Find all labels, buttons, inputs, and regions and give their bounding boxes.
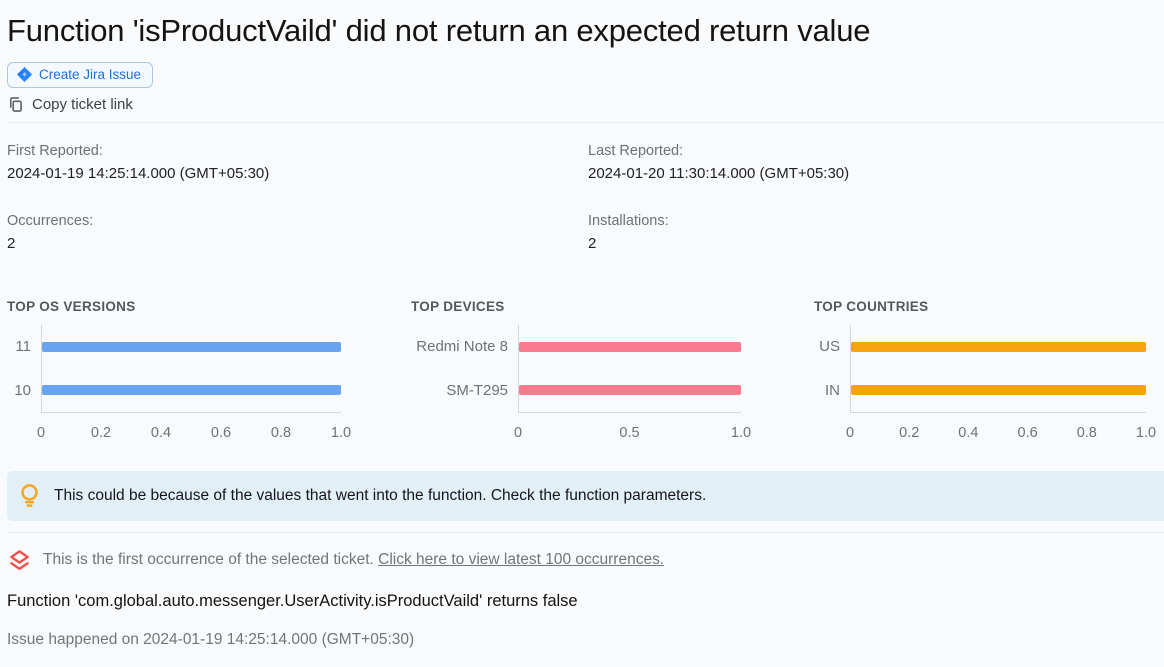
chart-xticks: 0 0.2 0.4 0.6 0.8 1.0 [37, 424, 351, 443]
chart-bar [42, 341, 341, 352]
occurrences-cell: Occurrences: 2 [7, 211, 588, 254]
chart-bar [42, 385, 341, 396]
chart-labels: 11 10 [7, 325, 41, 443]
charts-row: TOP OS VERSIONS 11 10 0 0.2 0.4 0.6 0.8 1.0 TO… [7, 298, 1164, 443]
chart-xticks: 0 0.5 1.0 [514, 424, 751, 443]
x-tick-label: 0.4 [958, 424, 979, 441]
x-tick-label: 0 [513, 424, 523, 441]
occurrence-text: This is the first occurrence of the sele… [43, 551, 664, 569]
copy-ticket-link-label: Copy ticket link [32, 95, 133, 113]
view-occurrences-link[interactable]: Click here to view latest 100 occurrence… [378, 551, 665, 569]
installations-label: Installations: [588, 212, 669, 229]
chart-bar [851, 385, 1146, 396]
x-tick-label: 0 [36, 424, 46, 441]
jira-icon [17, 66, 32, 82]
occurrence-row: This is the first occurrence of the sele… [7, 548, 1164, 573]
chart-title: TOP DEVICES [411, 298, 505, 314]
x-tick-label: 0.2 [899, 424, 920, 441]
x-tick-label: 0.6 [210, 424, 232, 441]
page-title: Function 'isProductVaild' did not return… [7, 13, 871, 48]
chart-labels: US IN [814, 325, 850, 443]
x-tick-label: 1.0 [730, 424, 752, 441]
last-reported-cell: Last Reported: 2024-01-20 11:30:14.000 (… [588, 141, 1164, 184]
issue-happened-timestamp: Issue happened on 2024-01-19 14:25:14.00… [7, 630, 415, 648]
chart-title: TOP COUNTRIES [814, 298, 929, 314]
create-jira-issue-label: Create Jira Issue [39, 66, 142, 82]
chart-title: TOP OS VERSIONS [7, 298, 136, 314]
occurrence-text-static: This is the first occurrence of the sele… [43, 551, 379, 569]
layers-diamond-icon [7, 548, 32, 573]
x-tick-label: 0.8 [1076, 424, 1097, 441]
first-reported-cell: First Reported: 2024-01-19 14:25:14.000 … [7, 141, 588, 184]
chart-category-label: US [819, 338, 840, 356]
last-reported-label: Last Reported: [588, 142, 684, 159]
chart-plot [850, 324, 1146, 413]
section-divider [7, 121, 1164, 123]
chart-bar [519, 385, 741, 396]
chart-category-label: SM-T295 [446, 382, 508, 400]
x-tick-label: 1.0 [1135, 424, 1157, 441]
last-reported-value: 2024-01-20 11:30:14.000 (GMT+05:30) [588, 164, 850, 182]
function-return-message: Function 'com.global.auto.messenger.User… [7, 591, 578, 610]
copy-ticket-link-button[interactable]: Copy ticket link [7, 96, 133, 122]
first-reported-label: First Reported: [7, 142, 103, 159]
chart-plot [41, 324, 341, 413]
x-tick-label: 0.2 [90, 424, 112, 441]
section-divider [7, 531, 1164, 533]
chart-labels: Redmi Note 8 SM-T295 [411, 325, 518, 443]
chart-top-os-versions: TOP OS VERSIONS 11 10 0 0.2 0.4 0.6 0.8 1.0 [7, 298, 351, 443]
ticket-detail-page: Function 'isProductVaild' did not return… [7, 13, 1164, 648]
x-tick-label: 1.0 [330, 424, 352, 441]
x-tick-label: 0.6 [1017, 424, 1038, 441]
chart-category-label: 10 [14, 382, 31, 400]
x-tick-label: 0.4 [150, 424, 172, 441]
chart-plot [518, 324, 741, 413]
first-reported-value: 2024-01-19 14:25:14.000 (GMT+05:30) [7, 164, 270, 182]
create-jira-issue-button[interactable]: Create Jira Issue [7, 61, 154, 88]
copy-icon [7, 96, 24, 113]
installations-value: 2 [588, 234, 597, 252]
occurrences-label: Occurrences: [7, 212, 94, 229]
x-tick-label: 0.8 [270, 424, 292, 441]
chart-xticks: 0 0.2 0.4 0.6 0.8 1.0 [846, 424, 1156, 443]
tip-text: This could be because of the values that… [54, 486, 707, 504]
chart-top-devices: TOP DEVICES Redmi Note 8 SM-T295 0 0.5 1.0 [411, 298, 751, 443]
chart-top-countries: TOP COUNTRIES US IN 0 0.2 0.4 0.6 0.8 1.0 [814, 298, 1156, 443]
lightbulb-icon [17, 482, 42, 509]
x-tick-label: 0 [845, 424, 855, 441]
chart-category-label: 11 [15, 338, 31, 356]
x-tick-label: 0.5 [619, 424, 640, 441]
chart-category-label: Redmi Note 8 [416, 338, 508, 356]
chart-category-label: IN [825, 382, 840, 400]
ticket-meta: First Reported: 2024-01-19 14:25:14.000 … [7, 123, 1164, 254]
tip-banner: This could be because of the values that… [7, 470, 1164, 521]
chart-bar [519, 341, 741, 352]
occurrences-value: 2 [7, 234, 16, 252]
installations-cell: Installations: 2 [588, 211, 1164, 254]
chart-bar [851, 341, 1146, 352]
